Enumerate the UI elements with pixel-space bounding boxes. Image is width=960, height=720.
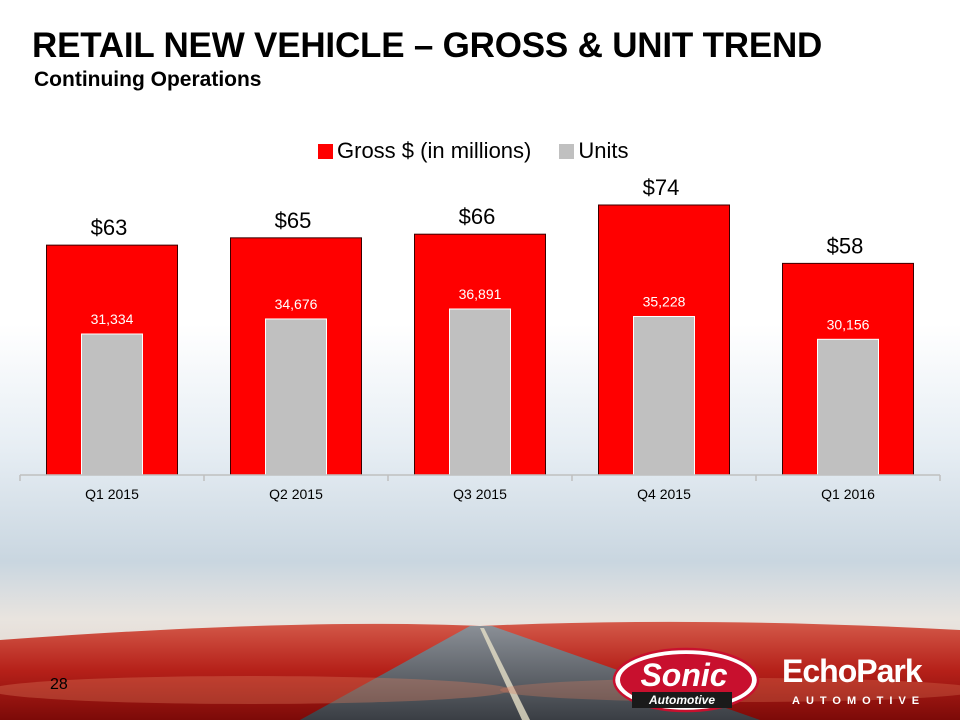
legend-label-units: Units [578, 138, 629, 163]
x-tick-label: Q1 2016 [821, 486, 875, 502]
units-data-label: 36,891 [459, 286, 502, 302]
sonic-logo-word: Sonic [640, 657, 727, 693]
echopark-logo-subword: AUTOMOTIVE [792, 695, 925, 707]
units-bar [265, 318, 327, 476]
units-bar [81, 333, 143, 476]
x-tick-label: Q4 2015 [637, 486, 691, 502]
units-data-label: 35,228 [643, 293, 686, 309]
legend-item-gross: Gross $ (in millions) [318, 138, 531, 164]
sonic-logo-subword: Automotive [648, 693, 715, 707]
x-tick-label: Q1 2015 [85, 486, 139, 502]
gross-data-label: $65 [275, 208, 312, 233]
gross-data-label: $63 [91, 215, 128, 240]
slide-subtitle: Continuing Operations [34, 68, 262, 91]
chart-legend: Gross $ (in millions) Units [318, 138, 649, 164]
gross-data-label: $66 [459, 204, 496, 229]
legend-swatch-units [559, 143, 575, 159]
units-bar [449, 308, 511, 476]
legend-item-units: Units [559, 138, 629, 164]
units-data-label: 34,676 [275, 296, 318, 312]
echopark-automotive-logo: EchoPark AUTOMOTIVE [782, 653, 925, 707]
x-tick-label: Q3 2015 [453, 486, 507, 502]
units-data-label: 31,334 [91, 311, 134, 327]
page-number: 28 [50, 676, 68, 693]
units-bar [633, 315, 695, 476]
gross-data-label: $58 [827, 233, 864, 258]
units-data-label: 30,156 [827, 316, 870, 332]
units-bar [817, 338, 879, 476]
echopark-logo-word: EchoPark [782, 653, 923, 689]
legend-label-gross: Gross $ (in millions) [337, 138, 532, 163]
sonic-automotive-logo: Sonic Automotive [612, 647, 760, 713]
slide-title: RETAIL NEW VEHICLE – GROSS & UNIT TREND [32, 26, 823, 65]
gross-data-label: $74 [643, 175, 680, 200]
legend-swatch-gross [318, 143, 333, 159]
x-tick-label: Q2 2015 [269, 486, 323, 502]
